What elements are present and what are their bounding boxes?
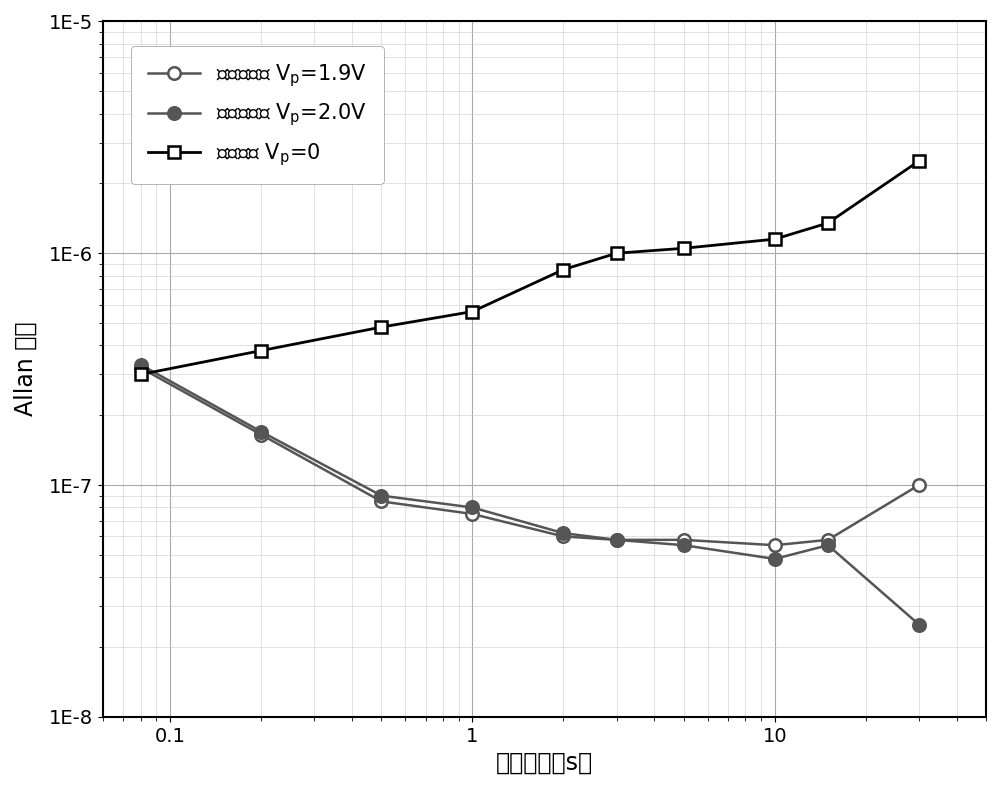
无参数泵 V$_\mathrm{p}$=0 [255, 346, 267, 355]
Line: 无参数泵 V$_\mathrm{p}$=0: 无参数泵 V$_\mathrm{p}$=0 [134, 155, 925, 380]
无参数泵 V$_\mathrm{p}$=0 [769, 234, 781, 244]
参数泵强度 V$_\mathrm{p}$=1.9V [375, 496, 387, 506]
参数泵强度 V$_\mathrm{p}$=2.0V [913, 620, 925, 630]
参数泵强度 V$_\mathrm{p}$=2.0V [822, 540, 834, 550]
Legend: 参数泵强度 V$_\mathrm{p}$=1.9V, 参数泵强度 V$_\mathrm{p}$=2.0V, 无参数泵 V$_\mathrm{p}$=0: 参数泵强度 V$_\mathrm{p}$=1.9V, 参数泵强度 V$_\mat… [131, 46, 384, 185]
无参数泵 V$_\mathrm{p}$=0 [466, 307, 478, 316]
Y-axis label: Allan 方差: Allan 方差 [14, 322, 38, 417]
参数泵强度 V$_\mathrm{p}$=2.0V [255, 427, 267, 436]
无参数泵 V$_\mathrm{p}$=0 [135, 370, 147, 380]
Line: 参数泵强度 V$_\mathrm{p}$=1.9V: 参数泵强度 V$_\mathrm{p}$=1.9V [134, 361, 925, 552]
无参数泵 V$_\mathrm{p}$=0 [557, 265, 569, 275]
参数泵强度 V$_\mathrm{p}$=2.0V [611, 535, 623, 544]
参数泵强度 V$_\mathrm{p}$=1.9V [678, 535, 690, 544]
X-axis label: 积分时间（s）: 积分时间（s） [496, 751, 593, 775]
参数泵强度 V$_\mathrm{p}$=2.0V [375, 491, 387, 500]
无参数泵 V$_\mathrm{p}$=0 [822, 219, 834, 228]
参数泵强度 V$_\mathrm{p}$=2.0V [678, 540, 690, 550]
参数泵强度 V$_\mathrm{p}$=1.9V [913, 481, 925, 490]
参数泵强度 V$_\mathrm{p}$=1.9V [769, 540, 781, 550]
无参数泵 V$_\mathrm{p}$=0 [375, 323, 387, 332]
无参数泵 V$_\mathrm{p}$=0 [678, 244, 690, 253]
参数泵强度 V$_\mathrm{p}$=1.9V [822, 535, 834, 544]
无参数泵 V$_\mathrm{p}$=0 [611, 249, 623, 258]
参数泵强度 V$_\mathrm{p}$=2.0V [466, 503, 478, 512]
Line: 参数泵强度 V$_\mathrm{p}$=2.0V: 参数泵强度 V$_\mathrm{p}$=2.0V [134, 358, 925, 631]
参数泵强度 V$_\mathrm{p}$=2.0V [769, 554, 781, 563]
参数泵强度 V$_\mathrm{p}$=2.0V [557, 529, 569, 538]
无参数泵 V$_\mathrm{p}$=0 [913, 156, 925, 166]
参数泵强度 V$_\mathrm{p}$=1.9V [255, 430, 267, 439]
参数泵强度 V$_\mathrm{p}$=1.9V [466, 509, 478, 518]
参数泵强度 V$_\mathrm{p}$=2.0V [135, 360, 147, 369]
参数泵强度 V$_\mathrm{p}$=1.9V [611, 535, 623, 544]
参数泵强度 V$_\mathrm{p}$=1.9V [135, 363, 147, 372]
参数泵强度 V$_\mathrm{p}$=1.9V [557, 532, 569, 541]
